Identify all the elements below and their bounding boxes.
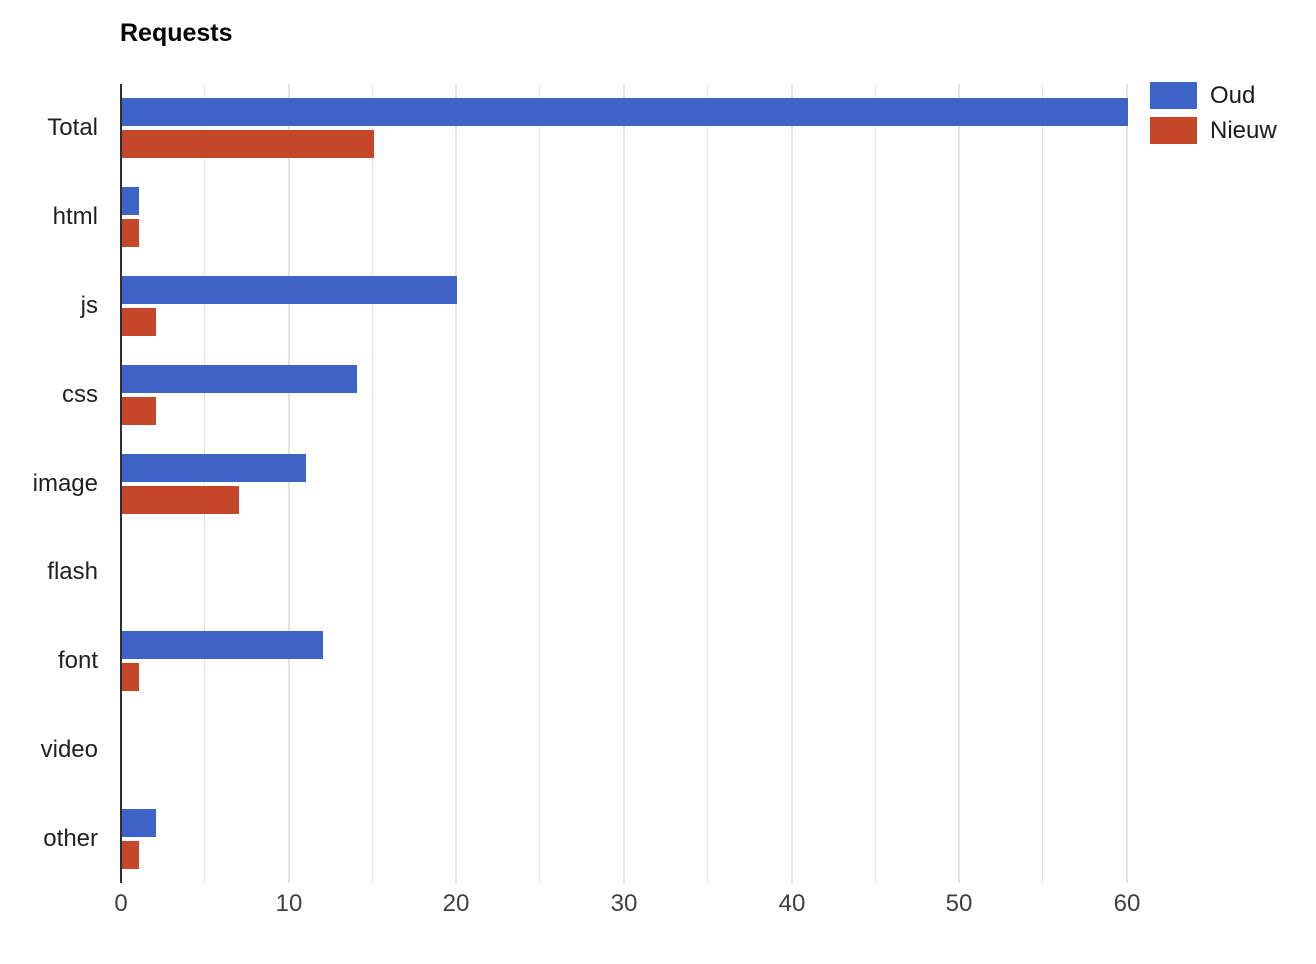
legend-label-nieuw: Nieuw [1210, 117, 1277, 144]
legend-label-oud: Oud [1210, 82, 1256, 109]
gridline-10 [287, 84, 290, 883]
gridline-15 [371, 84, 373, 883]
gridline-40 [790, 84, 793, 883]
bar-nieuw-image [122, 486, 239, 514]
category-label-flash: flash [47, 558, 98, 585]
bar-nieuw-total [122, 130, 374, 158]
bar-nieuw-js [122, 308, 156, 336]
bar-oud-total [122, 98, 1128, 126]
legend-swatch-nieuw [1150, 117, 1197, 144]
chart-title: Requests [120, 19, 233, 47]
gridline-25 [539, 84, 541, 883]
gridline-20 [455, 84, 458, 883]
category-label-total: Total [47, 114, 98, 141]
bar-oud-image [122, 454, 306, 482]
x-tick-label-20: 20 [442, 890, 470, 917]
x-tick-label-10: 10 [275, 890, 303, 917]
category-label-css: css [62, 381, 98, 408]
bar-oud-font [122, 631, 323, 659]
gridline-50 [958, 84, 961, 883]
bar-nieuw-other [122, 841, 139, 869]
category-label-video: video [40, 736, 98, 763]
x-tick-label-30: 30 [610, 890, 638, 917]
gridline-35 [706, 84, 708, 883]
legend-swatch-oud [1150, 82, 1197, 109]
bar-nieuw-font [122, 663, 139, 691]
category-label-other: other [43, 825, 98, 852]
gridline-60 [1126, 84, 1128, 883]
bar-nieuw-css [122, 397, 156, 425]
gridline-55 [1042, 84, 1044, 883]
gridline-5 [203, 84, 205, 883]
legend-item-nieuw: Nieuw [1150, 117, 1277, 144]
gridline-30 [623, 84, 625, 883]
bar-nieuw-html [122, 219, 139, 247]
category-label-image: image [32, 470, 98, 497]
x-tick-label-40: 40 [778, 890, 806, 917]
category-label-font: font [57, 647, 98, 674]
x-tick-label-0: 0 [114, 890, 128, 917]
category-label-html: html [52, 203, 98, 230]
bar-oud-css [122, 365, 357, 393]
bar-oud-js [122, 276, 457, 304]
x-tick-label-60: 60 [1113, 890, 1141, 917]
category-label-js: js [80, 292, 98, 319]
y-axis-line [120, 84, 122, 883]
x-tick-label-50: 50 [945, 890, 973, 917]
gridline-45 [874, 84, 876, 883]
bar-oud-html [122, 187, 139, 215]
bar-oud-other [122, 809, 156, 837]
legend: Oud Nieuw [1150, 82, 1277, 152]
legend-item-oud: Oud [1150, 82, 1277, 109]
